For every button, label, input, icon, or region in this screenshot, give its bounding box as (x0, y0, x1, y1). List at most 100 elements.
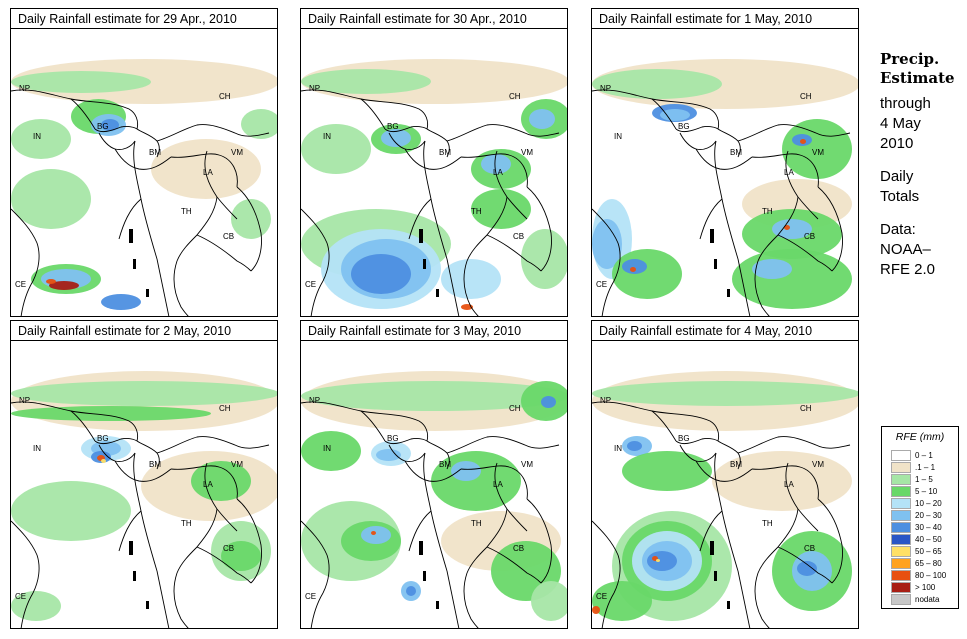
country-border (754, 260, 770, 316)
rainfall-patch (471, 189, 531, 229)
legend-title: RFE (mm) (895, 431, 945, 443)
rainfall-patch (800, 139, 806, 144)
rainfall-patch (361, 526, 391, 544)
country-label-in: IN (323, 444, 331, 453)
rainfall-patch (191, 461, 251, 501)
legend-item: 10 – 20 (891, 498, 942, 509)
legend-swatch (891, 510, 911, 521)
rainfall-patch (11, 591, 61, 621)
country-label-np: NP (309, 396, 320, 405)
country-label-vm: VM (521, 460, 533, 469)
country-border (695, 460, 753, 482)
map-canvas: NP CH IN BG BM VM LA TH CB CE (301, 371, 567, 628)
country-border (70, 98, 96, 130)
country-border (301, 520, 330, 594)
country-border (156, 258, 170, 316)
country-label-la: LA (203, 480, 213, 489)
country-label-ce: CE (596, 280, 607, 289)
panel-title: Daily Rainfall estimate for 1 May, 2010 (591, 8, 859, 29)
country-border (526, 498, 552, 584)
island-mark (133, 259, 136, 269)
country-border (486, 546, 542, 584)
country-border (463, 572, 479, 628)
country-border (446, 570, 460, 628)
country-border (754, 572, 770, 628)
country-border (170, 465, 238, 500)
rainfall-patch (592, 219, 622, 269)
country-border (777, 546, 833, 584)
legend-swatch (891, 462, 911, 473)
country-label-ce: CE (15, 280, 26, 289)
country-border (114, 460, 172, 482)
side-caption: Precip. Estimate through 4 May 2010 Dail… (880, 50, 965, 280)
country-label-vm: VM (231, 460, 243, 469)
country-border (384, 126, 428, 133)
legend-label: 30 – 40 (915, 523, 942, 532)
country-border (737, 258, 751, 316)
country-border (170, 153, 238, 188)
rainfall-patch (612, 249, 682, 299)
country-border (737, 570, 751, 628)
country-border (651, 98, 677, 130)
country-label-bm: BM (730, 148, 742, 157)
country-label-ce: CE (305, 592, 316, 601)
rainfall-patch (101, 119, 119, 131)
country-border (156, 124, 270, 142)
rainfall-patch (301, 124, 371, 174)
legend-label: > 100 (915, 583, 936, 592)
country-border (601, 592, 615, 628)
country-label-la: LA (784, 168, 794, 177)
caption-source-2: RFE 2.0 (880, 261, 936, 278)
country-border (384, 438, 428, 445)
country-border (446, 258, 460, 316)
legend-swatch (891, 486, 911, 497)
legend-swatch (891, 546, 911, 557)
rainfall-patch (381, 129, 411, 147)
country-border (236, 186, 262, 272)
country-label-np: NP (600, 84, 611, 93)
country-border (196, 546, 252, 584)
country-border (695, 148, 753, 170)
country-border (699, 198, 723, 240)
legend-item: 50 – 65 (891, 546, 942, 557)
country-border (310, 280, 324, 316)
country-label-ch: CH (509, 404, 521, 413)
rainfall-patch (732, 249, 852, 309)
rainfall-patch (221, 541, 261, 571)
rainfall-patch (622, 259, 647, 274)
rainfall-patch (647, 551, 677, 571)
country-label-cb: CB (513, 544, 524, 553)
rainfall-patch (11, 71, 151, 93)
country-border (601, 280, 615, 316)
island-mark (133, 571, 136, 581)
country-label-bg: BG (387, 122, 399, 131)
country-border (360, 410, 386, 442)
legend-label: 80 – 100 (915, 571, 947, 580)
legend-item: 1 – 5 (891, 474, 933, 485)
map-canvas: NP CH IN BG BM VM LA TH CB CE (592, 59, 858, 316)
map-canvas: NP CH IN BG BM VM LA TH CB CE (11, 371, 277, 628)
rainfall-patch (301, 381, 567, 411)
country-border (460, 153, 528, 188)
panel-title: Daily Rainfall estimate for 2 May, 2010 (10, 320, 278, 341)
country-label-la: LA (493, 480, 503, 489)
rainfall-patch (11, 119, 71, 159)
rainfall-patch (531, 581, 567, 621)
country-label-vm: VM (231, 148, 243, 157)
legend-swatch (891, 498, 911, 509)
country-label-vm: VM (812, 460, 824, 469)
country-label-vm: VM (812, 148, 824, 157)
island-mark (710, 541, 714, 555)
rainfall-patch (784, 225, 790, 230)
map-canvas: NP CH IN BG BM VM LA TH CB CE (11, 59, 277, 316)
legend-swatch (891, 534, 911, 545)
island-mark (436, 601, 439, 609)
country-border (133, 140, 158, 260)
country-border (310, 592, 324, 628)
legend-item: 80 – 100 (891, 570, 946, 581)
panel-title: Daily Rainfall estimate for 3 May, 2010 (300, 320, 568, 341)
legend-item: 30 – 40 (891, 522, 942, 533)
caption-through: through (880, 95, 931, 112)
country-label-np: NP (19, 396, 30, 405)
rainfall-patch (592, 581, 652, 621)
